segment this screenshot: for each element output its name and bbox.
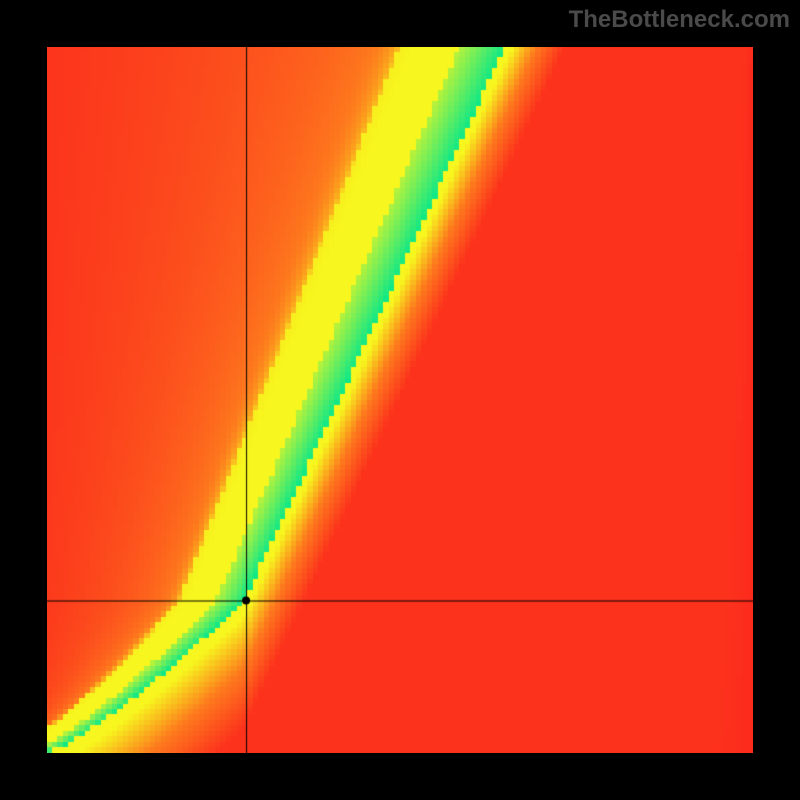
- heatmap-canvas: [47, 47, 753, 753]
- heatmap-plot-area: [47, 47, 753, 753]
- chart-container: TheBottleneck.com: [0, 0, 800, 800]
- watermark-text: TheBottleneck.com: [569, 6, 790, 34]
